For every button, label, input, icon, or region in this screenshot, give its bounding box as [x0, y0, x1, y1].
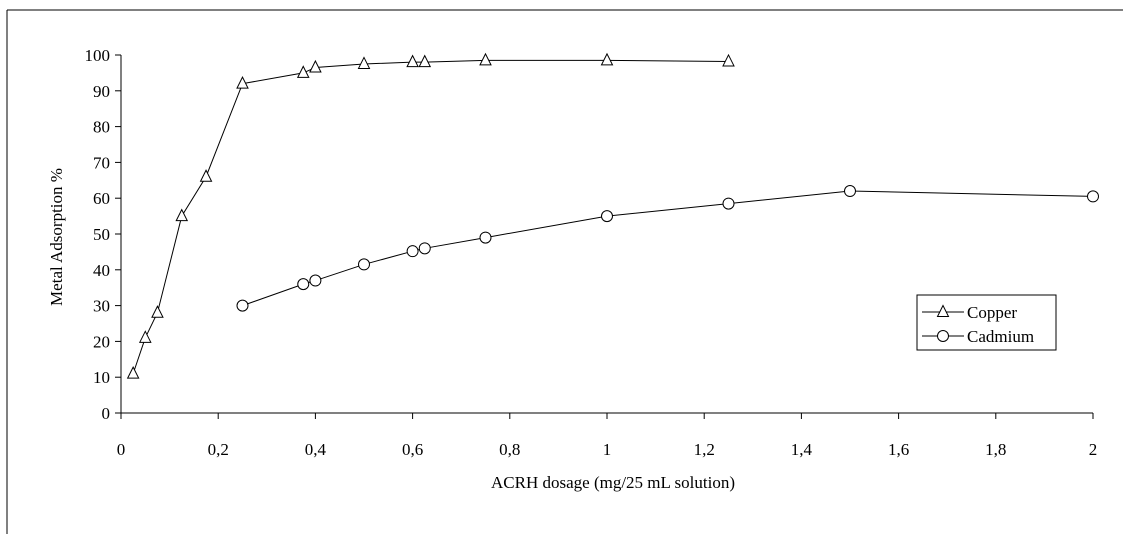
x-tick-label: 1,4	[791, 440, 813, 459]
y-tick-label: 20	[93, 332, 110, 351]
y-tick-label: 100	[85, 46, 111, 65]
legend: Copper Cadmium	[916, 294, 1057, 351]
copper-point	[296, 65, 310, 78]
y-tick-label: 0	[102, 404, 111, 423]
cadmium-point	[406, 245, 419, 258]
y-tick-label: 10	[93, 368, 110, 387]
y-tick-label: 80	[93, 118, 110, 137]
copper-point	[126, 366, 140, 379]
series-copper	[126, 52, 735, 379]
y-tick-label: 50	[93, 225, 110, 244]
y-tick-label: 40	[93, 261, 110, 280]
copper-point	[418, 54, 432, 68]
copper-point	[309, 59, 322, 73]
triangle-icon	[936, 304, 950, 317]
copper-point	[406, 54, 419, 68]
x-tick-label: 2	[1089, 440, 1098, 459]
cadmium-point	[722, 197, 735, 210]
copper-point	[236, 76, 249, 89]
x-axis-label: ACRH dosage (mg/25 mL solution)	[491, 473, 735, 492]
series-layer	[126, 52, 1099, 379]
cadmium-point	[297, 278, 310, 291]
copper-point	[479, 52, 492, 66]
x-tick-label: 1	[603, 440, 612, 459]
tick-labels: 0 0,2 0,4 0,6 0,8 1 1,2 1,4 1,6 1,8 20102030405060…	[85, 46, 1098, 459]
legend-label: Cadmium	[967, 327, 1034, 346]
y-tick-label: 30	[93, 297, 110, 316]
series-line-cadmium	[242, 190, 1094, 307]
series-line-copper	[132, 59, 729, 374]
cadmium-point	[309, 274, 322, 287]
x-tick-label: 0,6	[402, 440, 423, 459]
cadmium-point	[1087, 190, 1099, 203]
copper-point	[175, 208, 189, 222]
y-tick-label: 60	[93, 189, 110, 208]
cadmium-point	[358, 258, 370, 271]
x-tick-label: 0	[117, 440, 126, 459]
x-tick-label: 1,6	[888, 440, 909, 459]
x-tick-label: 1,8	[985, 440, 1006, 459]
cadmium-point	[479, 231, 492, 244]
x-tick-label: 1,2	[694, 440, 715, 459]
circle-icon	[937, 330, 949, 342]
x-tick-label: 0,2	[208, 440, 229, 459]
cadmium-point	[601, 210, 613, 223]
copper-point	[722, 53, 735, 67]
axes	[115, 54, 1094, 419]
x-tick-label: 0,4	[305, 440, 327, 459]
y-tick-label: 90	[93, 82, 110, 101]
legend-label: Copper	[967, 303, 1017, 322]
x-tick-label: 0,8	[499, 440, 520, 459]
copper-point	[151, 305, 164, 318]
copper-point	[138, 330, 152, 343]
copper-point	[199, 169, 213, 182]
y-tick-label: 70	[93, 153, 110, 172]
y-axis-label: Metal Adsorption %	[47, 168, 66, 306]
legend-item-copper: Copper	[922, 303, 1017, 322]
cadmium-point	[418, 242, 431, 255]
cadmium-point	[844, 185, 856, 198]
legend-item-cadmium: Cadmium	[922, 327, 1034, 346]
copper-point	[600, 52, 614, 66]
cadmium-point	[236, 299, 249, 312]
series-cadmium	[236, 185, 1099, 312]
copper-point	[357, 56, 371, 69]
